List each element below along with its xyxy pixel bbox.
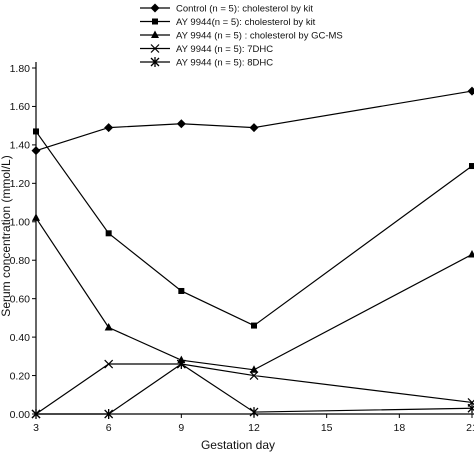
y-tick-label: 1.60: [10, 101, 31, 113]
legend-label: AY 9944 (n = 5) : cholesterol by GC-MS: [176, 31, 343, 42]
data-point: [467, 86, 474, 96]
series-line: [35, 131, 473, 327]
legend-label: Control (n = 5): cholesterol by kit: [176, 4, 313, 15]
x-axis-label: Gestation day: [201, 438, 275, 452]
data-point: [105, 230, 112, 237]
data-point: [176, 119, 186, 129]
y-tick-label: 1.40: [10, 140, 31, 152]
y-tick-label: 1.80: [10, 63, 31, 75]
legend-label: AY 9944(n = 5): cholesterol by kit: [176, 17, 316, 28]
legend-marker: [152, 18, 158, 25]
legend-entry: AY 9944(n = 5): cholesterol by kit: [140, 17, 316, 28]
series-1: [31, 86, 474, 156]
legend-entry: Control (n = 5): cholesterol by kit: [140, 3, 313, 15]
data-point: [249, 407, 259, 418]
y-tick-label: 0.60: [10, 293, 31, 305]
data-point: [468, 249, 474, 258]
legend-label: AY 9944 (n = 5): 7DHC: [176, 44, 273, 55]
data-point: [176, 359, 186, 370]
x-tick-label: 6: [106, 422, 112, 434]
series-3: [32, 213, 474, 373]
x-tick-label: 18: [393, 422, 405, 434]
data-point: [32, 213, 40, 221]
data-point: [467, 403, 474, 414]
legend-marker: [150, 44, 160, 53]
data-point: [251, 322, 257, 329]
series-5: [31, 359, 474, 419]
data-point: [31, 409, 41, 419]
data-point: [249, 371, 259, 380]
y-axis-label: Serum concentration (mmol/L): [0, 155, 13, 316]
data-point: [178, 287, 185, 294]
data-point: [249, 123, 259, 133]
legend-entry: AY 9944 (n = 5): 8DHC: [140, 57, 273, 69]
data-point: [104, 409, 114, 419]
x-tick-label: 15: [321, 422, 333, 434]
y-tick-label: 1.00: [10, 217, 31, 229]
y-tick-label: 0.20: [10, 370, 31, 382]
data-point: [104, 323, 113, 331]
y-tick-label: 0.40: [10, 332, 31, 344]
data-point: [104, 123, 114, 133]
y-tick-label: 0.00: [10, 409, 31, 421]
x-tick-label: 3: [33, 422, 39, 434]
legend-marker: [150, 57, 160, 67]
x-tick-label: 9: [178, 422, 184, 434]
legend-label: AY 9944 (n = 5): 8DHC: [176, 58, 273, 69]
legend-marker: [151, 30, 159, 38]
legend: Control (n = 5): cholesterol by kit AY 99…: [140, 3, 343, 69]
y-tick-label: 0.80: [10, 255, 31, 267]
data-point: [469, 163, 474, 170]
legend-entry: AY 9944 (n = 5) : cholesterol by GC-MS: [140, 30, 343, 42]
y-tick-label: 1.20: [10, 178, 31, 190]
legend-entry: AY 9944 (n = 5): 7DHC: [140, 44, 273, 55]
legend-marker: [150, 3, 160, 13]
plot-area: [31, 86, 474, 419]
series-line: [35, 217, 473, 371]
data-point: [250, 365, 258, 373]
data-point: [104, 359, 114, 369]
axes: 0.00 0.20 0.40 0.60 0.80 1.00 1.20 1.40 1.60 1.80…: [10, 62, 474, 434]
x-tick-label: 21: [466, 422, 474, 434]
series-2: [33, 128, 474, 329]
series-line: [35, 90, 473, 152]
data-point: [31, 146, 41, 156]
data-point: [33, 128, 39, 135]
x-tick-label: 12: [248, 422, 260, 434]
